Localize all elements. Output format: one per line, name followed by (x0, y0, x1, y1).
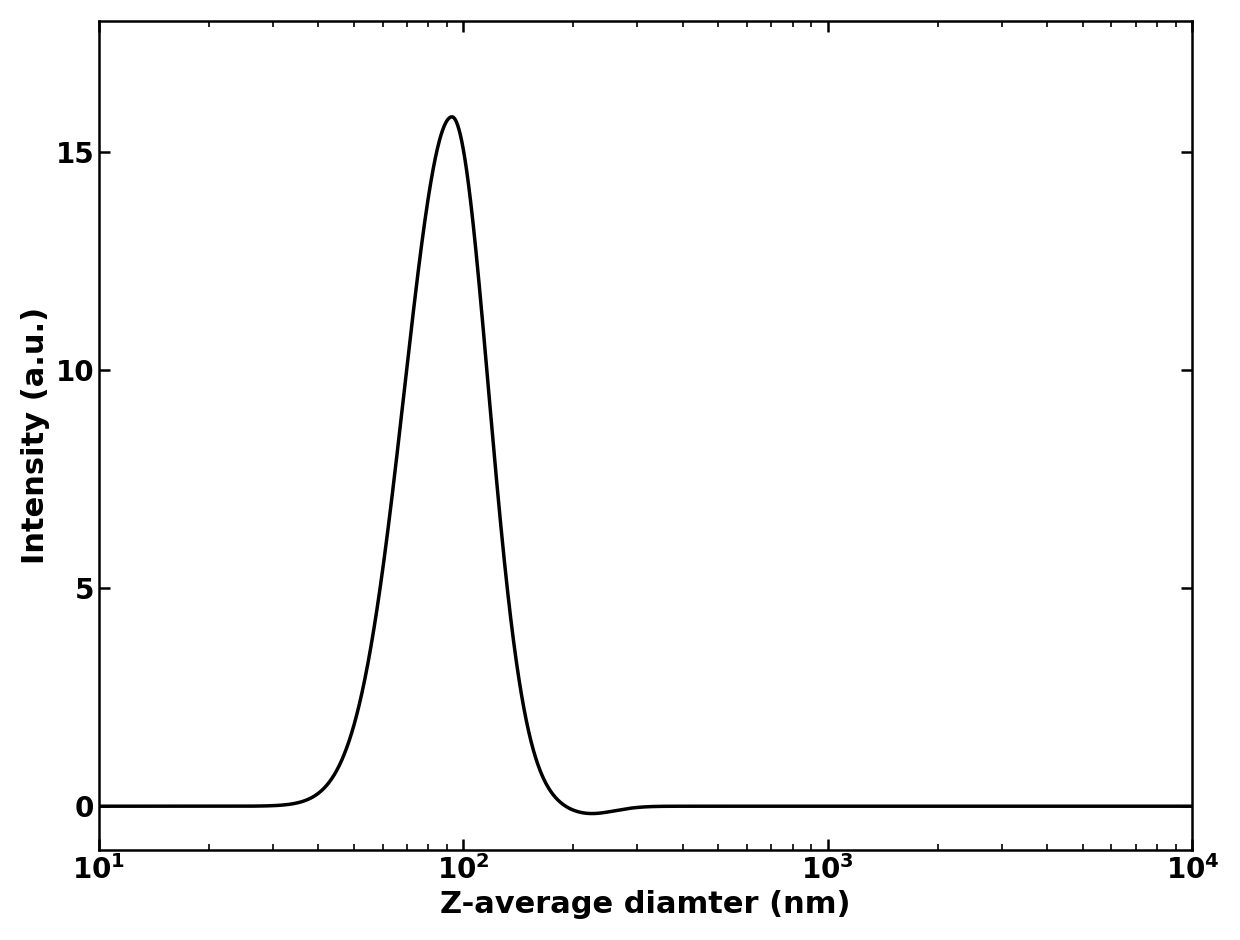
Y-axis label: Intensity (a.u.): Intensity (a.u.) (21, 306, 50, 564)
X-axis label: Z-average diamter (nm): Z-average diamter (nm) (440, 890, 851, 919)
